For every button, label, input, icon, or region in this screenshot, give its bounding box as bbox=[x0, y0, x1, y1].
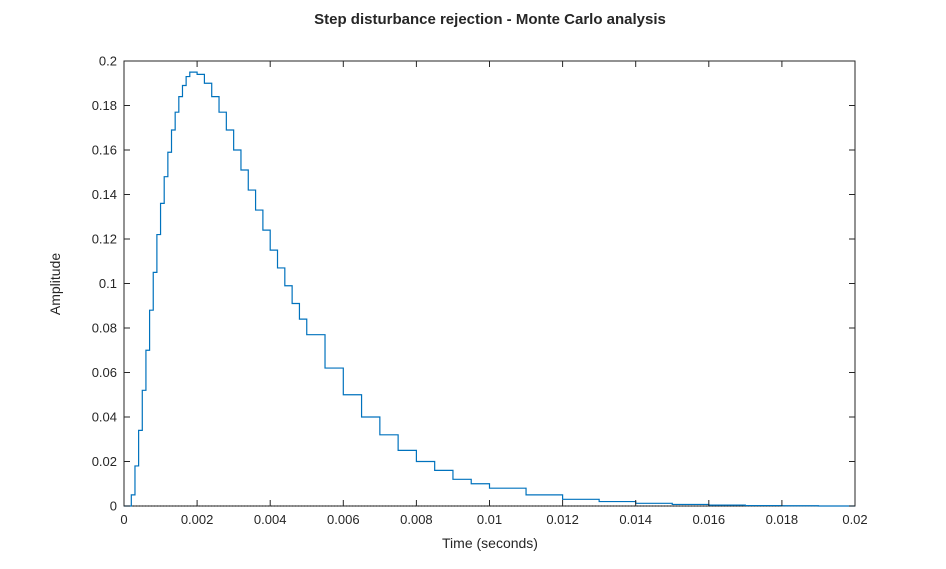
y-axis-label: Amplitude bbox=[47, 253, 63, 315]
y-tick-label: 0.06 bbox=[92, 365, 117, 380]
x-tick-label: 0.002 bbox=[181, 512, 214, 527]
x-tick-label: 0.012 bbox=[546, 512, 579, 527]
x-tick-label: 0.018 bbox=[766, 512, 799, 527]
y-tick-label: 0 bbox=[110, 499, 117, 514]
x-tick-label: 0.014 bbox=[619, 512, 652, 527]
x-tick-label: 0.008 bbox=[400, 512, 433, 527]
x-tick-label: 0.02 bbox=[842, 512, 867, 527]
x-tick-label: 0.01 bbox=[477, 512, 502, 527]
series-line-0 bbox=[124, 71, 855, 507]
plot-area bbox=[123, 60, 856, 507]
x-tick-label: 0.004 bbox=[254, 512, 287, 527]
y-tick-label: 0.08 bbox=[92, 321, 117, 336]
x-tick-label: 0.016 bbox=[693, 512, 726, 527]
y-tick-label: 0.18 bbox=[92, 98, 117, 113]
y-tick-label: 0.2 bbox=[99, 54, 117, 69]
y-tick-label: 0.16 bbox=[92, 143, 117, 158]
chart-title: Step disturbance rejection - Monte Carlo… bbox=[314, 11, 666, 28]
y-tick-label: 0.02 bbox=[92, 454, 117, 469]
x-axis-label: Time (seconds) bbox=[442, 535, 538, 551]
x-tick-label: 0.006 bbox=[327, 512, 360, 527]
y-tick-label: 0.1 bbox=[99, 276, 117, 291]
y-tick-label: 0.12 bbox=[92, 232, 117, 247]
x-tick-label: 0 bbox=[120, 512, 127, 527]
y-tick-label: 0.04 bbox=[92, 410, 117, 425]
y-tick-label: 0.14 bbox=[92, 187, 117, 202]
